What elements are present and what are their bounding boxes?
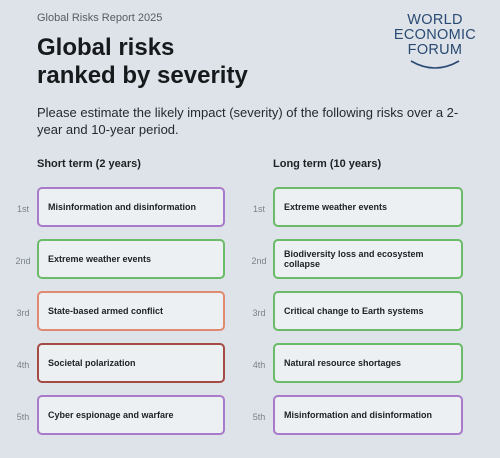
logo-line-1: WORLD <box>407 12 463 28</box>
long-risk-label-5: Misinformation and disinformation <box>284 410 432 420</box>
short-rank-3: 3rd <box>16 308 30 318</box>
long-risk-card-4[interactable]: Natural resource shortages <box>273 343 463 383</box>
long-rank-4: 4th <box>252 360 266 370</box>
short-risk-label-1: Misinformation and disinformation <box>48 202 196 212</box>
wef-logo: WORLD ECONOMIC FORUM <box>390 13 480 74</box>
short-risk-label-2: Extreme weather events <box>48 254 152 264</box>
short-term-heading: Short term (2 years) <box>37 158 141 170</box>
long-term-heading: Long term (10 years) <box>273 158 382 170</box>
title-line-1: Global risks <box>37 34 175 61</box>
long-rank-1: 1st <box>252 204 265 214</box>
short-risk-label-5: Cyber espionage and warfare <box>48 410 174 420</box>
long-risk-card-5[interactable]: Misinformation and disinformation <box>273 395 463 435</box>
short-risk-card-1[interactable]: Misinformation and disinformation <box>37 187 225 227</box>
long-risk-label-4: Natural resource shortages <box>284 358 402 368</box>
short-risk-card-4[interactable]: Societal polarization <box>37 343 225 383</box>
long-risk-label-1: Extreme weather events <box>284 202 388 212</box>
short-rank-5: 5th <box>16 412 30 422</box>
page-title: Global risks ranked by severity <box>37 34 357 90</box>
short-rank-2: 2nd <box>15 256 31 266</box>
logo-line-3: FORUM <box>407 42 463 58</box>
short-risk-card-2[interactable]: Extreme weather events <box>37 239 225 279</box>
short-rank-4: 4th <box>16 360 30 370</box>
report-tag: Global Risks Report 2025 <box>37 12 163 24</box>
long-risk-card-3[interactable]: Critical change to Earth systems <box>273 291 463 331</box>
short-rank-1: 1st <box>16 204 29 214</box>
short-risk-card-3[interactable]: State-based armed conflict <box>37 291 225 331</box>
long-rank-3: 3rd <box>252 308 266 318</box>
intro-text: Please estimate the likely impact (sever… <box>37 105 459 137</box>
short-risk-label-4: Societal polarization <box>48 358 136 368</box>
long-risk-card-2[interactable]: Biodiversity loss and ecosystem collapse <box>273 239 463 279</box>
long-risk-label-3: Critical change to Earth systems <box>284 306 424 316</box>
long-rank-5: 5th <box>252 412 266 422</box>
long-risk-card-1[interactable]: Extreme weather events <box>273 187 463 227</box>
arc-swoosh-icon <box>410 60 460 69</box>
logo-line-2: ECONOMIC <box>393 27 477 43</box>
long-rank-2: 2nd <box>251 256 267 266</box>
short-risk-label-3: State-based armed conflict <box>48 306 164 316</box>
short-risk-card-5[interactable]: Cyber espionage and warfare <box>37 395 225 435</box>
title-line-2: ranked by severity <box>37 62 248 89</box>
long-risk-label-2: Biodiversity loss and ecosystem collapse <box>284 249 424 269</box>
